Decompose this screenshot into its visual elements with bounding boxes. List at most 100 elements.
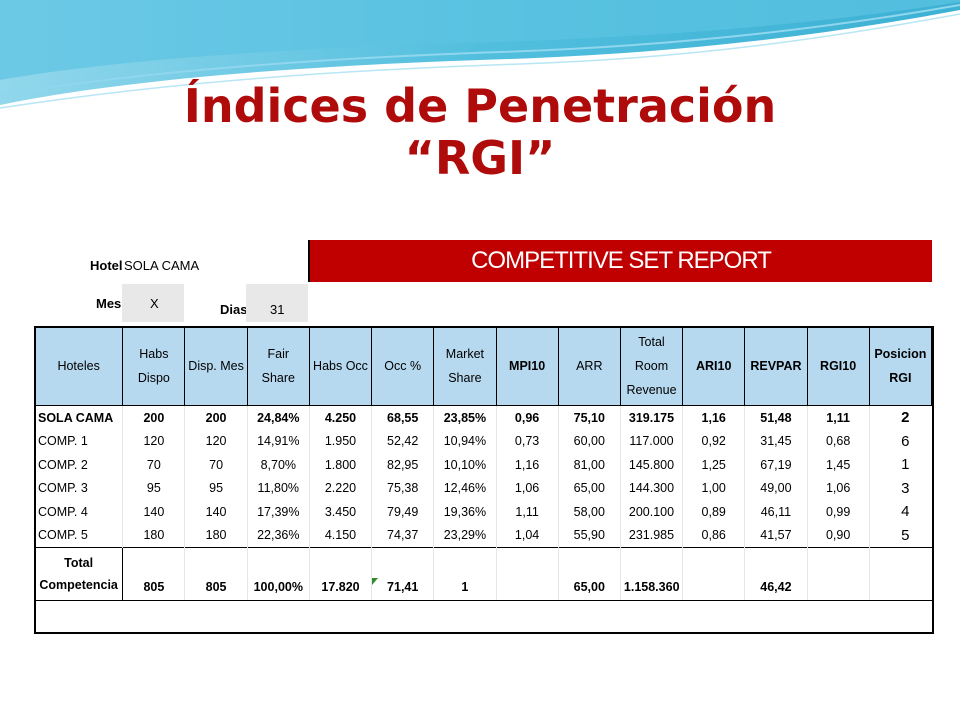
table-cell: 10,10% — [433, 453, 496, 477]
mes-value: X — [150, 296, 159, 311]
total-cell: 805 — [122, 547, 185, 601]
table-cell: 22,36% — [246, 523, 310, 548]
hotel-name-cell: SOLA CAMA — [33, 405, 123, 430]
header-hoteles: Hoteles — [33, 326, 124, 406]
total-cell — [806, 547, 870, 601]
table-row: SOLA CAMA 200 200 24,84% 4.250 68,55 23,85% 0,9… — [33, 405, 932, 430]
table-cell: 1,11 — [495, 500, 559, 524]
table-cell: 17,39% — [246, 500, 310, 524]
table-cell: 4 — [868, 500, 932, 524]
total-cell: 1 — [433, 547, 496, 601]
table-cell: 5 — [868, 523, 932, 548]
hotel-name-cell: COMP. 3 — [33, 476, 123, 500]
table-cell: 23,85% — [433, 405, 496, 430]
table-row: COMP. 2 70 70 8,70% 1.800 82,95 10,10% 1,16 81,0… — [33, 453, 932, 477]
table-cell: 140 — [184, 500, 248, 524]
table-cell: 231.985 — [619, 523, 683, 548]
header-habs-dispo: Habs Dispo — [122, 326, 186, 406]
slide-title: Índices de Penetración “RGI” — [0, 80, 960, 184]
table-cell: 70 — [184, 453, 248, 477]
hotel-name-cell: COMP. 5 — [33, 523, 123, 548]
table-cell: 1,06 — [495, 476, 559, 500]
hotel-name-cell: COMP. 1 — [33, 429, 123, 453]
table-cell: 60,00 — [557, 429, 621, 453]
table-cell: 4.250 — [308, 405, 372, 430]
total-cell — [682, 547, 745, 601]
title-line-1: Índices de Penetración — [183, 79, 777, 133]
table-row: COMP. 4 140 140 17,39% 3.450 79,49 19,36% 1,11 5… — [33, 500, 932, 524]
total-cell: 46,42 — [744, 547, 808, 601]
header-habs-occ: Habs Occ — [308, 326, 373, 406]
table-cell: 79,49 — [371, 500, 434, 524]
table-cell: 3 — [868, 476, 932, 500]
table-cell: 14,91% — [246, 429, 310, 453]
table-cell: 19,36% — [433, 500, 496, 524]
table-cell: 82,95 — [371, 453, 434, 477]
dias-label: Dias — [220, 302, 248, 317]
table-cell: 180 — [184, 523, 248, 548]
table-cell: 46,11 — [744, 500, 808, 524]
table-cell: 145.800 — [619, 453, 683, 477]
table-cell: 2 — [868, 405, 932, 430]
hotel-value: SOLA CAMA — [124, 258, 200, 273]
total-cell: 65,00 — [557, 547, 621, 601]
table-cell: 1,11 — [806, 405, 870, 430]
table-cell: 24,84% — [246, 405, 310, 430]
table-cell: 0,92 — [682, 429, 745, 453]
decorative-waves — [0, 0, 960, 109]
table-cell: 81,00 — [557, 453, 621, 477]
mes-label: Mes — [96, 296, 122, 311]
mes-cell — [122, 284, 184, 322]
header-market-share: Market Share — [433, 326, 497, 406]
title-line-2: “RGI” — [404, 131, 556, 185]
total-cell: 805 — [184, 547, 248, 601]
table-cell: 49,00 — [744, 476, 808, 500]
header-ari10: ARI10 — [682, 326, 746, 406]
header-mpi10: MPI10 — [495, 326, 559, 406]
table-cell: 1 — [868, 453, 932, 477]
table-body: SOLA CAMA 200 200 24,84% 4.250 68,55 23,85% 0,9… — [33, 405, 932, 601]
table-cell: 11,80% — [246, 476, 310, 500]
banner-divider — [308, 240, 310, 282]
total-cell: 71,41 — [371, 547, 434, 601]
total-row: Total Competencia 805 805 100,00% 17.820 71,41… — [33, 547, 932, 601]
table-cell: 120 — [122, 429, 185, 453]
table-row: COMP. 5 180 180 22,36% 4.150 74,37 23,29% 1,04 5… — [33, 523, 932, 548]
header-arr: ARR — [557, 326, 621, 406]
table-cell: 75,10 — [557, 405, 621, 430]
report-banner: COMPETITIVE SET REPORT — [310, 240, 932, 282]
table-cell: 0,73 — [495, 429, 559, 453]
table-cell: 120 — [184, 429, 248, 453]
table-cell: 0,90 — [806, 523, 870, 548]
table-cell: 95 — [122, 476, 185, 500]
table-row: COMP. 1 120 120 14,91% 1.950 52,42 10,94% 0,73 6… — [33, 429, 932, 453]
table-cell: 200 — [184, 405, 248, 430]
table-cell: 8,70% — [246, 453, 310, 477]
table-cell: 31,45 — [744, 429, 808, 453]
table-cell: 200.100 — [619, 500, 683, 524]
table-cell: 6 — [868, 429, 932, 453]
table-cell: 23,29% — [433, 523, 496, 548]
table-cell: 1,06 — [806, 476, 870, 500]
table-cell: 0,96 — [495, 405, 559, 430]
table-cell: 55,90 — [557, 523, 621, 548]
table-cell: 51,48 — [744, 405, 808, 430]
table-cell: 0,86 — [682, 523, 745, 548]
table-cell: 1,00 — [682, 476, 745, 500]
hotel-label: Hotel — [90, 258, 123, 273]
table-cell: 12,46% — [433, 476, 496, 500]
header-posicion-rgi: Posicion RGI — [868, 326, 933, 406]
table-cell: 65,00 — [557, 476, 621, 500]
table-cell: 67,19 — [744, 453, 808, 477]
table-cell: 200 — [122, 405, 185, 430]
total-label-cell: Total Competencia — [33, 547, 124, 601]
hotel-name-cell: COMP. 2 — [33, 453, 123, 477]
total-cell: 17.820 — [308, 547, 372, 601]
hotel-name-cell: COMP. 4 — [33, 500, 123, 524]
header-row: Hoteles Habs Dispo Disp. Mes Fair Share … — [33, 326, 933, 406]
table-row: COMP. 3 95 95 11,80% 2.220 75,38 12,46% 1,06 65,… — [33, 476, 932, 500]
header-disp-mes: Disp. Mes — [184, 326, 248, 406]
table-cell: 180 — [122, 523, 185, 548]
table-cell: 10,94% — [433, 429, 496, 453]
header-rgi10: RGI10 — [806, 326, 870, 406]
